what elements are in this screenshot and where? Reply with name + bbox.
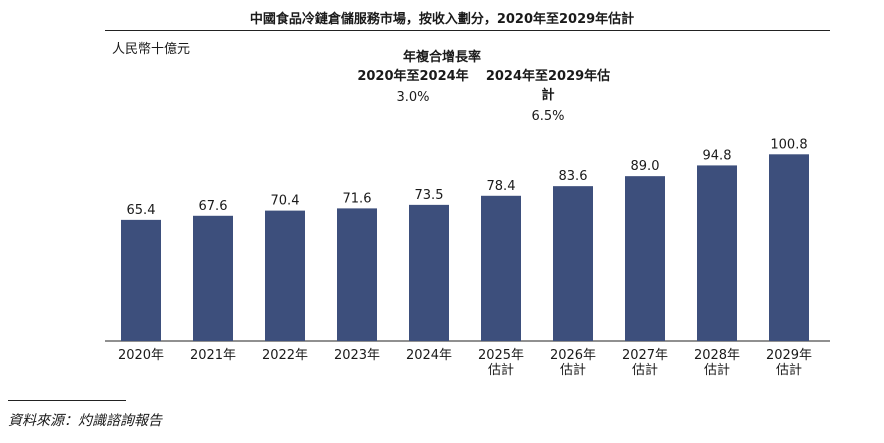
source-note: 資料來源：灼識諮詢報告 bbox=[8, 413, 162, 429]
data-label: 70.4 bbox=[271, 194, 300, 209]
bar bbox=[697, 165, 737, 341]
title-rule bbox=[105, 30, 830, 31]
bar bbox=[481, 195, 521, 341]
unit-label: 人民幣十億元 bbox=[112, 42, 191, 57]
bar bbox=[625, 176, 665, 341]
cagr-period-2-label: 2024年至2029年估計 bbox=[485, 69, 611, 103]
data-label: 100.8 bbox=[770, 137, 807, 152]
cagr-period-1: 2020年至2024年 3.0% bbox=[348, 65, 478, 105]
chart-title: 中國食品冷鏈倉儲服務市場，按收入劃分，2020年至2029年估計 bbox=[249, 12, 635, 27]
x-tick-label: 估計 bbox=[632, 362, 658, 378]
data-label: 89.0 bbox=[631, 159, 660, 174]
bar bbox=[121, 219, 161, 341]
x-tick-label: 估計 bbox=[704, 362, 730, 378]
x-tick-label: 估計 bbox=[776, 362, 802, 378]
data-label: 78.4 bbox=[487, 179, 516, 194]
bar bbox=[193, 215, 233, 341]
data-label: 65.4 bbox=[127, 203, 156, 218]
data-label: 73.5 bbox=[415, 188, 444, 203]
x-tick-label: 2021年 bbox=[190, 348, 236, 363]
x-tick-label: 2026年 bbox=[550, 348, 596, 363]
x-tick-label: 估計 bbox=[488, 362, 514, 378]
x-tick-label: 2028年 bbox=[694, 348, 740, 363]
x-tick-label: 2020年 bbox=[118, 348, 164, 363]
x-tick-label: 2023年 bbox=[334, 348, 380, 363]
x-tick-label: 2025年 bbox=[478, 348, 524, 363]
bar-chart: 65.4 2020年 67.6 2021年 70.4 2022年 71.6 2023年 73.5… bbox=[105, 137, 830, 378]
cagr-period-1-label: 2020年至2024年 bbox=[357, 69, 469, 84]
x-tick-label: 2027年 bbox=[622, 348, 668, 363]
bar bbox=[769, 154, 809, 341]
data-label: 71.6 bbox=[343, 191, 372, 206]
bar bbox=[409, 204, 449, 341]
data-label: 94.8 bbox=[703, 148, 732, 163]
bar bbox=[337, 208, 377, 341]
bar bbox=[265, 210, 305, 341]
source-rule bbox=[8, 400, 126, 401]
cagr-period-2-value: 6.5% bbox=[531, 109, 565, 124]
data-label: 83.6 bbox=[559, 169, 588, 184]
cagr-period-1-value: 3.0% bbox=[396, 90, 430, 105]
x-tick-label: 2024年 bbox=[406, 348, 452, 363]
data-label: 67.6 bbox=[199, 199, 228, 214]
x-tick-label: 估計 bbox=[560, 362, 586, 378]
cagr-period-2: 2024年至2029年估計 6.5% bbox=[483, 65, 613, 124]
cagr-heading: 年複合增長率 bbox=[402, 50, 481, 65]
x-tick-label: 2022年 bbox=[262, 348, 308, 363]
bar bbox=[553, 186, 593, 341]
x-tick-label: 2029年 bbox=[766, 348, 812, 363]
